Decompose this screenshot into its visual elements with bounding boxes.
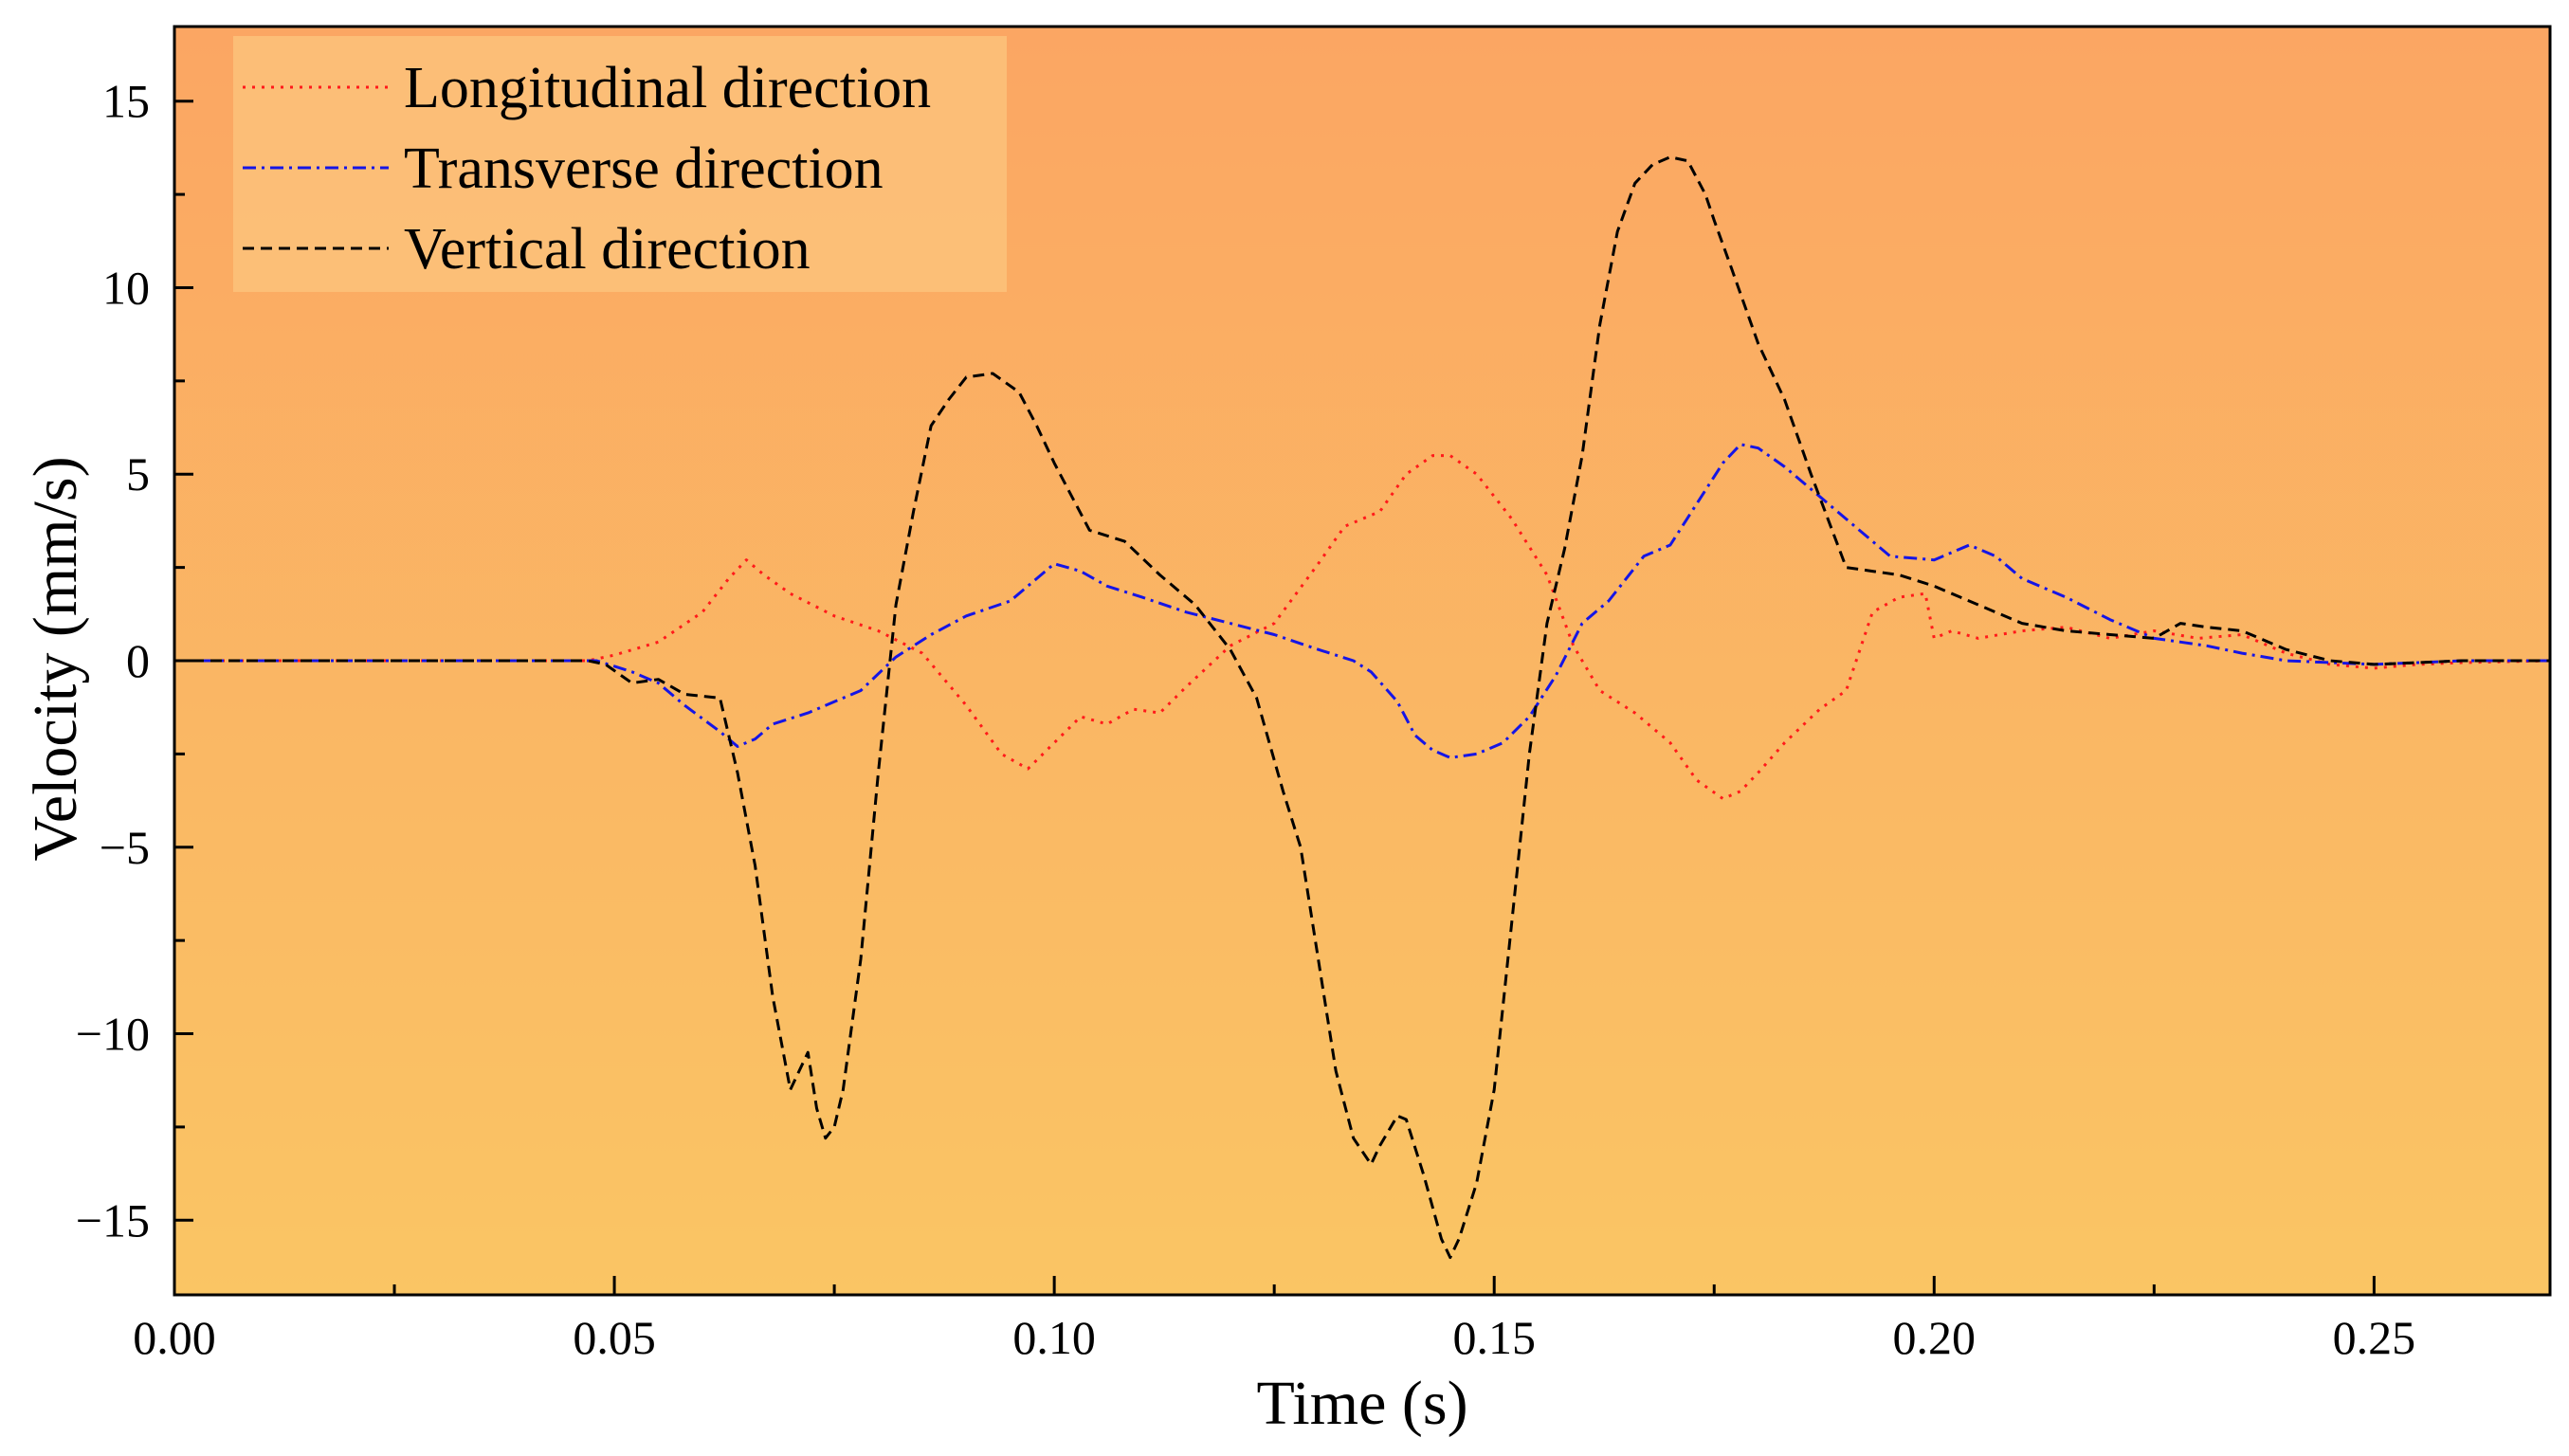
vertical-series-line bbox=[174, 155, 2550, 1260]
y-tick-label: 0 bbox=[126, 634, 150, 687]
legend: Longitudinal direction Transverse directi… bbox=[233, 36, 1007, 292]
y-tick-label: 10 bbox=[102, 261, 150, 314]
x-tick-label: 0.10 bbox=[1012, 1311, 1096, 1364]
x-tick-label: 0.00 bbox=[133, 1311, 216, 1364]
y-tick-label: −10 bbox=[76, 1008, 150, 1061]
x-axis-label: Time (s) bbox=[1256, 1369, 1467, 1438]
y-axis: −15 −10 −5 0 5 10 15 bbox=[76, 75, 193, 1247]
x-tick-label: 0.25 bbox=[2333, 1311, 2416, 1364]
series-layer bbox=[174, 155, 2550, 1260]
y-axis-label: Velocity (mm/s) bbox=[21, 456, 90, 861]
x-axis: 0.00 0.05 0.10 0.15 0.20 0.25 bbox=[133, 1276, 2415, 1364]
legend-label-vertical: Vertical direction bbox=[404, 217, 811, 282]
y-tick-label: −15 bbox=[76, 1193, 150, 1247]
x-tick-label: 0.20 bbox=[1893, 1311, 1977, 1364]
x-tick-label: 0.15 bbox=[1452, 1311, 1536, 1364]
legend-label-transverse: Transverse direction bbox=[404, 136, 884, 201]
y-tick-label: 5 bbox=[126, 447, 150, 500]
transverse-series-line bbox=[174, 443, 2550, 759]
y-tick-label: 15 bbox=[102, 75, 150, 128]
legend-label-longitudinal: Longitudinal direction bbox=[404, 56, 931, 120]
x-tick-label: 0.05 bbox=[573, 1311, 656, 1364]
longitudinal-series-line bbox=[174, 454, 2550, 801]
y-tick-label: −5 bbox=[100, 821, 150, 874]
